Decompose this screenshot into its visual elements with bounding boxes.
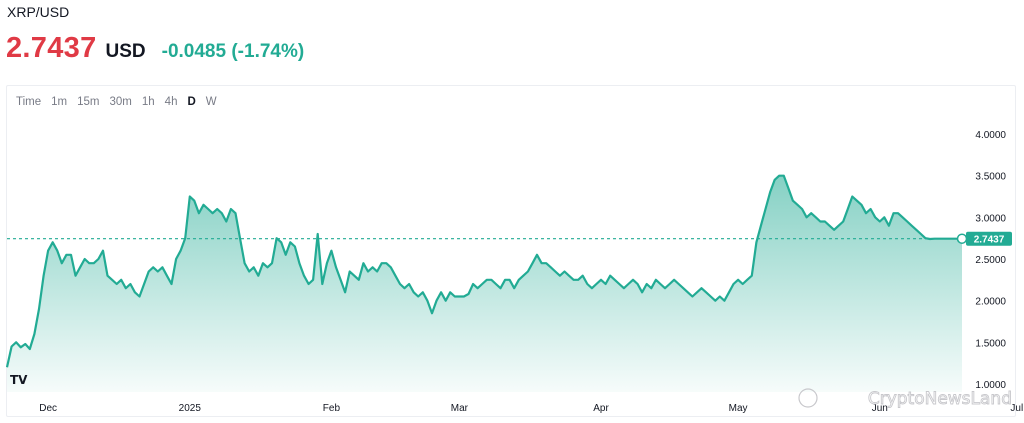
price-row: 2.7437 USD -0.0485 (-1.74%) [6, 32, 304, 65]
interval-30m[interactable]: 30m [109, 96, 132, 108]
y-tick-label: 3.5000 [975, 172, 1006, 183]
price-change: -0.0485 (-1.74%) [161, 41, 305, 62]
last-price-tag: 2.7437 [974, 235, 1005, 246]
y-tick-label: 1.5000 [975, 338, 1006, 349]
interval-1h[interactable]: 1h [141, 96, 155, 108]
x-tick-label: 2025 [179, 403, 202, 414]
interval-toolbar: Time 1m 15m 30m 1h 4h D W [11, 96, 222, 108]
watermark-text: CryptoNewsLand [868, 389, 1012, 409]
x-tick-label: Jul [1010, 403, 1023, 414]
x-tick-label: Mar [451, 403, 469, 414]
y-tick-label: 4.0000 [975, 130, 1006, 141]
last-price-tag-bg [966, 231, 1012, 246]
interval-1m[interactable]: 1m [51, 96, 68, 108]
pair-title: XRP/USD [7, 4, 70, 20]
price-line [5, 174, 962, 368]
y-tick-label: 2.5000 [975, 255, 1006, 266]
last-price-marker [956, 233, 968, 244]
currency-label: USD [105, 41, 146, 62]
last-price: 2.7437 [6, 32, 97, 64]
interval-15m[interactable]: 15m [77, 96, 100, 108]
interval-time[interactable]: Time [16, 96, 42, 108]
interval-4h[interactable]: 4h [164, 96, 178, 108]
watermark-logo-icon [798, 388, 818, 408]
x-tick-label: Jun [872, 403, 888, 414]
x-tick-label: May [729, 403, 748, 414]
x-tick-label: Feb [323, 403, 341, 414]
y-tick-label: 3.0000 [975, 213, 1006, 224]
x-tick-label: Apr [593, 403, 609, 414]
y-tick-label: 2.0000 [975, 297, 1006, 308]
interval-d[interactable]: D [187, 96, 196, 108]
tradingview-logo: TV [10, 373, 28, 387]
interval-w[interactable]: W [205, 96, 217, 108]
price-area-fill [7, 175, 962, 392]
y-tick-label: 1.0000 [975, 380, 1006, 391]
x-tick-label: Dec [39, 403, 57, 414]
